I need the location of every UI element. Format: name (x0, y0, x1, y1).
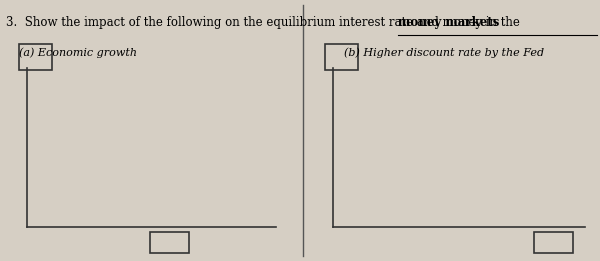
Bar (325, 44, 358, 70)
Text: (b) Higher discount rate by the Fed: (b) Higher discount rate by the Fed (344, 47, 544, 57)
Bar (534, 232, 573, 253)
Text: (a) Economic growth: (a) Economic growth (19, 47, 137, 57)
Bar (150, 232, 189, 253)
Text: money markets: money markets (398, 16, 499, 29)
Bar (19, 44, 52, 70)
Text: 3.  Show the impact of the following on the equilibrium interest rate and money : 3. Show the impact of the following on t… (6, 16, 524, 29)
